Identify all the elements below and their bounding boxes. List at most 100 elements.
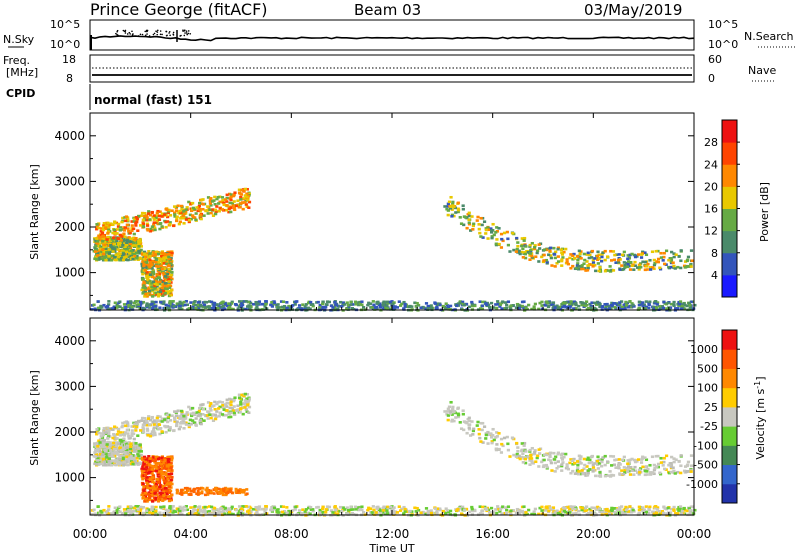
power-cell	[514, 250, 518, 253]
power-cell	[100, 250, 104, 254]
power-cell	[163, 275, 168, 278]
velocity-cell	[622, 455, 626, 459]
velocity-cell	[482, 425, 487, 429]
range-tick-label: 3000	[54, 174, 85, 188]
velocity-cell	[132, 457, 136, 460]
power-cell	[160, 286, 164, 290]
power-cell	[175, 219, 179, 223]
velocity-cell	[593, 462, 597, 465]
velocity-cell	[239, 400, 243, 404]
power-cell	[152, 264, 156, 267]
power-cell	[198, 209, 202, 213]
power-cell	[105, 223, 109, 227]
velocity-cell	[614, 466, 618, 469]
power-cell	[105, 238, 109, 241]
power-cell	[241, 307, 245, 311]
power-cell	[236, 307, 240, 310]
power-cell	[543, 248, 547, 252]
power-cell	[193, 300, 197, 303]
power-cell	[153, 228, 157, 232]
velocity-cell	[477, 432, 481, 436]
power-cell	[596, 262, 600, 265]
power-cell	[576, 267, 581, 271]
power-cell	[426, 306, 430, 310]
velocity-cell	[644, 510, 649, 514]
velocity-cell	[156, 457, 161, 461]
velocity-cell	[230, 507, 234, 510]
power-cell	[155, 285, 159, 288]
velocity-cell	[156, 481, 161, 484]
power-cell	[626, 260, 631, 263]
velocity-cell	[155, 478, 159, 481]
power-cell	[184, 216, 188, 220]
power-cell	[206, 305, 210, 308]
velocity-cell	[208, 407, 213, 410]
power-cell	[227, 207, 231, 211]
velocity-cell	[127, 452, 131, 456]
velocity-cell	[417, 508, 421, 512]
power-cell	[132, 252, 136, 255]
velocity-cell	[668, 511, 673, 514]
power-cell	[622, 250, 626, 254]
velocity-cell	[96, 459, 100, 462]
velocity-cell	[325, 505, 330, 508]
velocity-cell	[128, 447, 133, 451]
power-cell	[509, 304, 513, 308]
power-cell	[173, 205, 177, 208]
power-cell	[129, 240, 133, 244]
power-cell	[659, 251, 663, 255]
power-cell	[459, 222, 464, 226]
velocity-cell	[450, 418, 454, 422]
freq-frame	[89, 54, 695, 83]
power-cell	[208, 307, 212, 310]
power-cell	[537, 243, 541, 246]
power-cell	[147, 274, 152, 278]
power-cell	[594, 269, 598, 273]
power-cell	[454, 211, 458, 214]
velocity-cell	[607, 509, 611, 513]
power-cell	[206, 209, 210, 212]
power-cell	[461, 300, 465, 304]
velocity-cell	[173, 418, 177, 421]
power-cell	[116, 255, 121, 259]
power-cell	[181, 304, 185, 307]
power-cell	[124, 305, 128, 309]
velocity-cell	[155, 419, 160, 422]
power-cell	[443, 205, 447, 208]
power-cell	[657, 304, 661, 308]
power-cell	[476, 215, 480, 219]
power-cell	[227, 302, 231, 305]
power-cell	[556, 307, 560, 310]
power-cell	[263, 305, 267, 308]
velocity-cell	[667, 471, 671, 475]
power-cell	[170, 301, 174, 304]
velocity-cell	[600, 460, 604, 464]
power-cell	[605, 255, 610, 258]
power-cell	[450, 213, 454, 217]
power-cell	[580, 303, 584, 307]
power-cell	[112, 257, 117, 260]
power-cell	[481, 300, 485, 304]
power-cell	[626, 257, 630, 261]
power-cell	[145, 304, 149, 308]
power-cell	[630, 252, 634, 256]
velocity-cell	[580, 506, 584, 510]
power-cell	[203, 300, 207, 304]
velocity-cell	[150, 490, 154, 494]
power-cell	[549, 254, 553, 257]
velocity-cell	[135, 422, 139, 426]
power-cell	[549, 246, 553, 250]
velocity-cell	[230, 406, 235, 410]
power-cell	[279, 300, 284, 303]
power-cell	[385, 307, 390, 310]
power-cell	[178, 304, 182, 308]
power-cell	[658, 267, 663, 271]
velocity-cell	[100, 511, 104, 514]
velocity-cell	[285, 506, 289, 509]
velocity-cell	[618, 463, 622, 466]
velocity-cell	[611, 474, 616, 477]
noise-search-dot	[186, 33, 189, 36]
velocity-cell	[232, 405, 236, 408]
velocity-cell	[168, 506, 172, 510]
power-cell	[468, 214, 472, 218]
